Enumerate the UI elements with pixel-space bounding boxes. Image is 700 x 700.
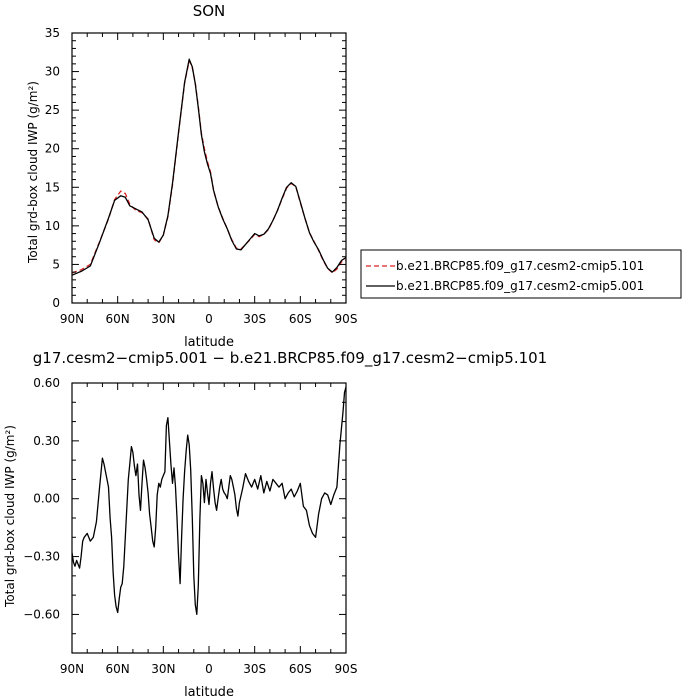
y-tick-label-bottom: −0.30 <box>23 550 60 564</box>
legend-box <box>360 249 682 299</box>
x-tick-label-bottom: 30S <box>243 662 266 676</box>
y-tick-label-top: 25 <box>45 103 60 117</box>
y-tick-label-top: 10 <box>45 219 60 233</box>
x-tick-label-bottom: 90S <box>335 662 358 676</box>
x-tick-label-top: 0 <box>205 312 213 326</box>
y-tick-label-top: 20 <box>45 142 60 156</box>
legend-label-2: b.e21.BRCP85.f09_g17.cesm2-cmip5.001 <box>396 279 644 293</box>
x-tick-label-top: 30S <box>243 312 266 326</box>
x-tick-label-bottom: 30N <box>151 662 175 676</box>
x-tick-label-top: 60N <box>106 312 130 326</box>
x-tick-label-top: 90N <box>60 312 84 326</box>
legend-label-1: b.e21.BRCP85.f09_g17.cesm2-cmip5.101 <box>396 259 644 273</box>
legend: b.e21.BRCP85.f09_g17.cesm2-cmip5.101 b.e2… <box>360 249 682 299</box>
chart-bottom-title: g17.cesm2−cmip5.001 − b.e21.BRCP85.f09_g… <box>33 349 547 368</box>
chart-top-title: SON <box>193 2 226 20</box>
y-tick-label-bottom: −0.60 <box>23 607 60 621</box>
y-tick-label-top: 15 <box>45 180 60 194</box>
chart-top-xlabel: latitude <box>184 335 234 350</box>
y-tick-label-bottom: 0.30 <box>33 434 60 448</box>
chart-top-ylabel: Total grd-box cloud IWP (g/m²) <box>26 81 40 264</box>
y-tick-label-top: 5 <box>52 257 60 271</box>
chart-top: SON Total grd-box cloud IWP (g/m²) latit… <box>26 2 357 350</box>
x-tick-label-top: 30N <box>151 312 175 326</box>
chart-bottom: g17.cesm2−cmip5.001 − b.e21.BRCP85.f09_g… <box>3 349 547 700</box>
plot-frame-bottom <box>71 382 347 654</box>
y-tick-label-top: 35 <box>45 26 60 40</box>
x-tick-label-bottom: 60N <box>106 662 130 676</box>
y-tick-label-bottom: 0.60 <box>33 376 60 390</box>
x-tick-label-top: 60S <box>289 312 312 326</box>
x-tick-label-top: 90S <box>335 312 358 326</box>
y-tick-label-top: 30 <box>45 65 60 79</box>
series-line-bottom-1 <box>72 386 346 616</box>
x-tick-label-bottom: 90N <box>60 662 84 676</box>
chart-bottom-ylabel: Total grd-box cloud IWP (g/m²) <box>3 425 17 608</box>
y-tick-label-top: 0 <box>52 296 60 310</box>
y-tick-label-bottom: 0.00 <box>33 492 60 506</box>
series-line-top-2 <box>72 58 346 276</box>
chart-bottom-xlabel: latitude <box>184 685 234 700</box>
x-tick-label-bottom: 60S <box>289 662 312 676</box>
x-tick-label-bottom: 0 <box>205 662 213 676</box>
